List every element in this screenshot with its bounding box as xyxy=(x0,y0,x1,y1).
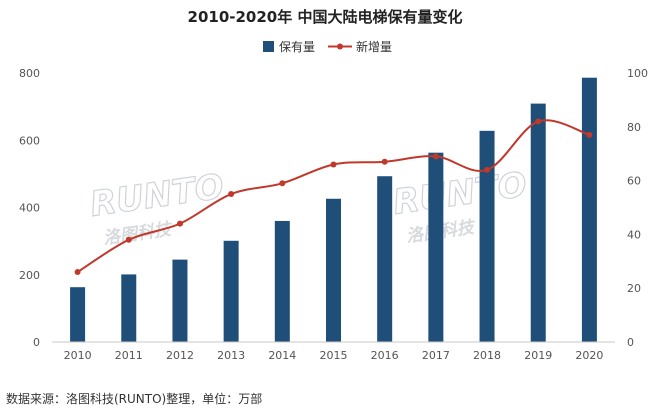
watermark-cn-left: 洛图科技 xyxy=(102,219,175,249)
x-tick-label: 2019 xyxy=(524,349,552,362)
right-axis: 0 20 40 60 80 100 xyxy=(627,67,648,349)
bar xyxy=(326,198,341,342)
y-right-tick-label: 40 xyxy=(627,228,641,241)
line-point xyxy=(586,131,593,138)
bar xyxy=(428,152,444,342)
line-point xyxy=(176,220,183,227)
bar xyxy=(581,77,597,343)
x-tick-label: 2016 xyxy=(371,349,399,362)
watermark-brand-right: RUNTO xyxy=(391,165,530,223)
y-left-tick-label: 600 xyxy=(19,134,40,147)
legend-marker-new xyxy=(337,43,343,50)
line-point xyxy=(74,269,81,276)
bar xyxy=(530,103,546,342)
x-tick-label: 2013 xyxy=(217,349,245,362)
chart-title: 2010-2020年 中国大陆电梯保有量变化 xyxy=(188,8,463,26)
y-left-tick-label: 200 xyxy=(19,269,40,282)
x-tick-label: 2020 xyxy=(575,349,603,362)
watermark-brand-left: RUNTO xyxy=(88,167,227,225)
bar xyxy=(274,220,290,342)
line-point xyxy=(125,236,132,243)
line-point xyxy=(381,158,388,165)
source-note: 数据来源：洛图科技(RUNTO)整理，单位：万部 xyxy=(6,392,263,406)
left-axis: 0 200 400 600 800 xyxy=(19,67,40,349)
x-tick-label: 2014 xyxy=(268,349,296,362)
line-point xyxy=(535,118,542,125)
bar xyxy=(172,259,188,342)
bar xyxy=(70,287,86,342)
line-point xyxy=(279,180,286,187)
line-point xyxy=(484,166,491,173)
line-series xyxy=(74,118,593,276)
x-axis: 2010 2011 2012 2013 2014 2015 2016 2017 2018 2019… xyxy=(64,349,604,362)
y-right-tick-label: 0 xyxy=(627,336,634,349)
line-point xyxy=(432,153,439,160)
watermark: RUNTO 洛图科技 RUNTO 洛图科技 xyxy=(87,164,530,249)
line-point xyxy=(330,161,337,168)
bar-series xyxy=(70,77,597,343)
bar xyxy=(223,240,239,342)
x-tick-label: 2015 xyxy=(320,349,348,362)
bar xyxy=(479,130,495,342)
x-tick-label: 2018 xyxy=(473,349,501,362)
y-left-tick-label: 800 xyxy=(19,67,40,80)
y-right-tick-label: 100 xyxy=(627,67,648,80)
line-point xyxy=(228,191,235,198)
legend-label-new: 新增量 xyxy=(356,39,392,54)
legend: 保有量 新增量 xyxy=(263,39,392,54)
y-right-tick-label: 80 xyxy=(627,121,641,134)
bar xyxy=(121,274,137,342)
x-tick-label: 2010 xyxy=(64,349,92,362)
y-right-tick-label: 20 xyxy=(627,282,641,295)
y-left-tick-label: 0 xyxy=(33,336,40,349)
x-tick-label: 2017 xyxy=(422,349,450,362)
legend-swatch-stock xyxy=(263,41,274,52)
x-tick-label: 2012 xyxy=(166,349,194,362)
bar xyxy=(377,176,393,342)
y-left-tick-label: 400 xyxy=(19,202,40,215)
legend-label-stock: 保有量 xyxy=(279,40,315,54)
y-right-tick-label: 60 xyxy=(627,175,641,188)
x-tick-label: 2011 xyxy=(115,349,143,362)
